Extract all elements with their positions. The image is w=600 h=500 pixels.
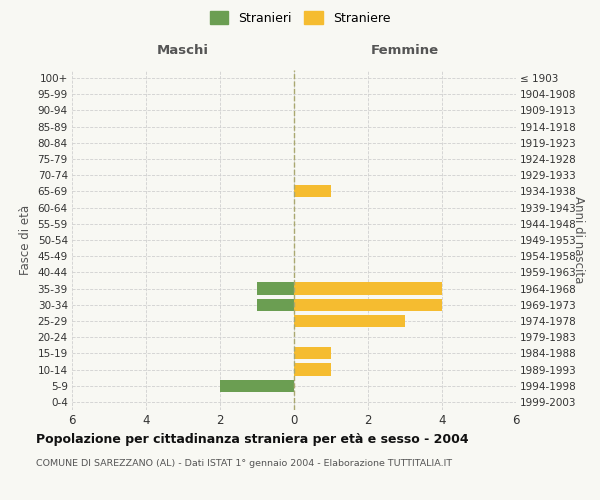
Bar	[294, 364, 331, 376]
Bar	[257, 282, 294, 294]
Legend: Stranieri, Straniere: Stranieri, Straniere	[207, 8, 393, 28]
Bar	[294, 186, 331, 198]
Text: Maschi: Maschi	[157, 44, 209, 57]
Text: COMUNE DI SAREZZANO (AL) - Dati ISTAT 1° gennaio 2004 - Elaborazione TUTTITALIA.: COMUNE DI SAREZZANO (AL) - Dati ISTAT 1°…	[36, 459, 452, 468]
Bar	[257, 298, 294, 311]
Bar	[294, 298, 442, 311]
Bar	[294, 348, 331, 360]
Text: Popolazione per cittadinanza straniera per età e sesso - 2004: Popolazione per cittadinanza straniera p…	[36, 432, 469, 446]
Bar	[294, 315, 405, 327]
Y-axis label: Fasce di età: Fasce di età	[19, 205, 32, 275]
Text: Femmine: Femmine	[371, 44, 439, 57]
Bar	[220, 380, 294, 392]
Bar	[294, 282, 442, 294]
Y-axis label: Anni di nascita: Anni di nascita	[572, 196, 585, 284]
